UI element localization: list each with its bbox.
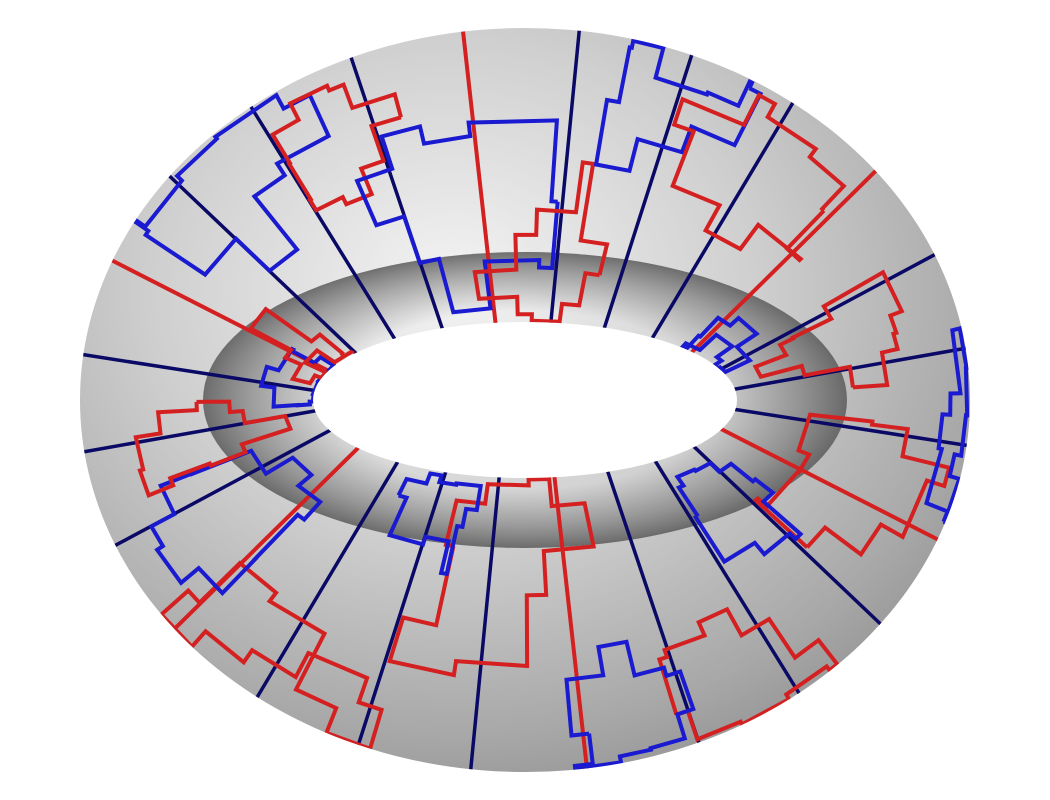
contour-loop-blue	[564, 639, 696, 772]
meridian-line	[733, 407, 969, 448]
contour-loop-red	[247, 306, 356, 386]
contour-curves	[81, 29, 970, 772]
contour-loop-blue	[148, 448, 324, 596]
contour-loop-red	[387, 476, 597, 678]
meridian-line	[356, 470, 448, 747]
torus-body	[80, 28, 970, 772]
meridian-line	[606, 470, 701, 745]
contour-loop-blue	[133, 92, 332, 278]
meridian-line	[653, 459, 801, 695]
contour-loop-blue	[679, 315, 760, 375]
meridian-line-red	[461, 29, 498, 325]
contour-loop-blue	[593, 38, 764, 174]
contour-loop-red	[752, 269, 905, 390]
meridian-line	[549, 29, 581, 325]
contour-loop-red	[133, 399, 294, 499]
meridian-line	[602, 53, 694, 330]
contour-loop-blue	[924, 325, 970, 526]
contour-loop-red	[159, 560, 385, 752]
meridian-line	[249, 105, 397, 341]
contour-loop-red	[472, 160, 610, 324]
contour-loop-red	[656, 606, 840, 742]
contour-loop-red	[670, 92, 847, 263]
meridian-line	[81, 352, 317, 393]
meridian-line-red	[719, 427, 940, 542]
meridian-line-red	[552, 475, 589, 771]
meridian-line	[255, 460, 400, 699]
contour-loop-red	[752, 412, 952, 558]
contour-loop-blue	[354, 118, 560, 315]
meridian-line	[650, 101, 795, 340]
contour-loop-blue	[674, 460, 804, 565]
meridian-line	[469, 475, 501, 771]
contour-loop-blue	[386, 471, 484, 577]
